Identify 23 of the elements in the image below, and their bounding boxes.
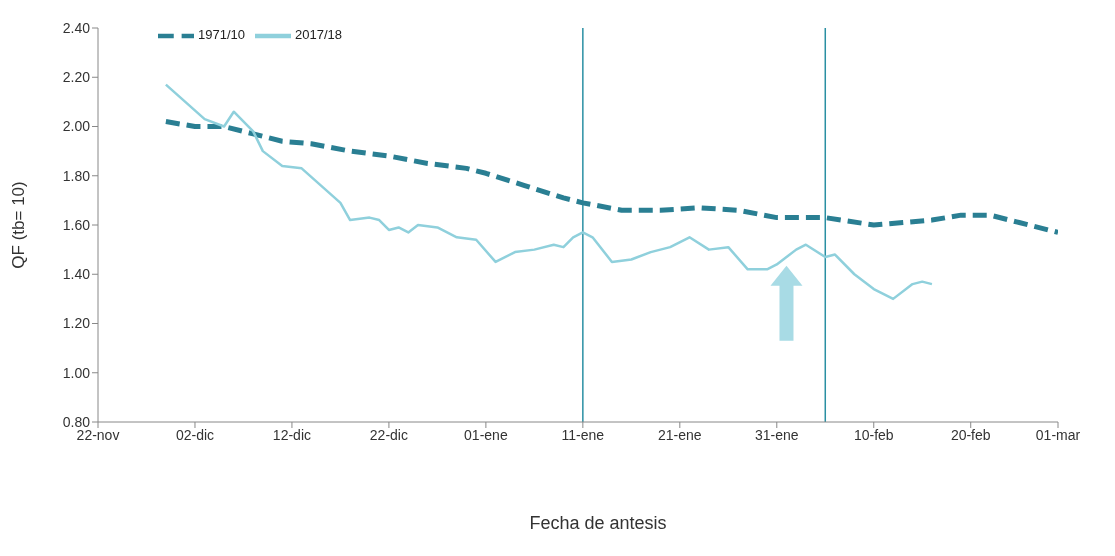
x-tick-label: 02-dic xyxy=(175,426,215,443)
legend-label: 1971/10 xyxy=(198,27,245,43)
x-tick-label: 31-ene xyxy=(754,426,799,443)
x-tick-label: 22-dic xyxy=(369,426,408,443)
x-tick-label: 10-feb xyxy=(853,426,894,443)
x-axis-title: Fecha de antesis xyxy=(528,513,668,534)
y-tick-label: 1.00 xyxy=(62,364,91,381)
y-tick-label: 2.20 xyxy=(62,69,91,86)
x-tick-label: 20-feb xyxy=(950,426,991,443)
x-tick-label: 01-mar xyxy=(1035,426,1081,443)
y-tick-label: 2.40 xyxy=(62,19,91,36)
y-tick-label: 1.20 xyxy=(62,315,91,332)
x-tick-label: 21-ene xyxy=(658,426,702,443)
y-tick-label: 1.60 xyxy=(62,216,91,233)
y-tick-label: 2.00 xyxy=(62,118,91,135)
y-axis-title: QF (tb= 10) xyxy=(9,181,29,269)
y-tick-label: 1.80 xyxy=(62,167,91,184)
legend-label: 2017/18 xyxy=(295,27,342,43)
x-tick-label: 12-dic xyxy=(272,426,312,443)
x-tick-label: 11-ene xyxy=(561,426,605,443)
x-tick-label: 01-ene xyxy=(464,426,508,443)
y-tick-label: 1.40 xyxy=(62,266,91,283)
line-series xyxy=(164,83,934,301)
